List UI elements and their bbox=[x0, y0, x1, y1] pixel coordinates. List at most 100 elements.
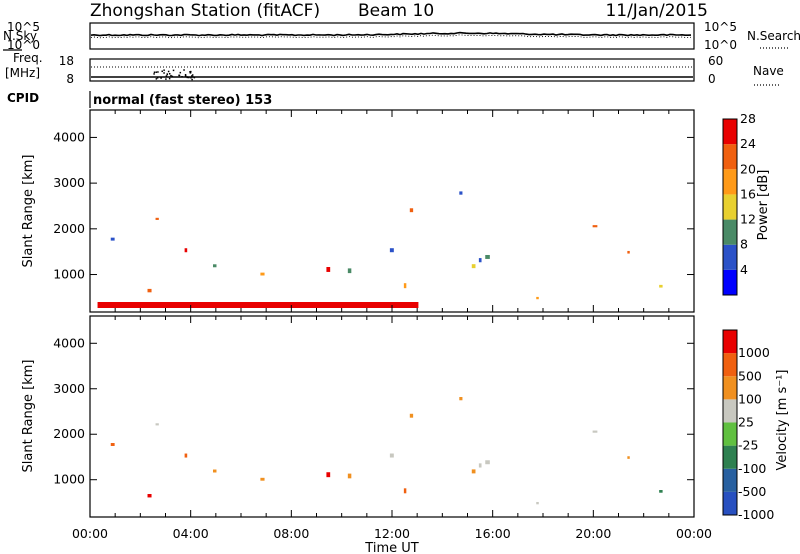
power-cell bbox=[256, 302, 259, 308]
power-cell bbox=[260, 272, 265, 276]
power-cell bbox=[361, 302, 365, 308]
power-cell bbox=[388, 302, 391, 308]
power-cell bbox=[659, 284, 663, 288]
power-cell bbox=[98, 302, 102, 308]
power-cell bbox=[352, 302, 356, 308]
power-cell bbox=[201, 302, 205, 308]
x-tick-label: 08:00 bbox=[273, 526, 309, 541]
power-cell bbox=[330, 302, 333, 308]
power-cell bbox=[242, 302, 245, 308]
power-cell bbox=[126, 302, 129, 308]
power-cell bbox=[380, 302, 384, 308]
power-cell bbox=[393, 302, 396, 308]
power-cell bbox=[194, 302, 197, 308]
power-cell bbox=[280, 302, 283, 308]
power-cell bbox=[316, 302, 319, 308]
power-cell bbox=[210, 302, 214, 308]
power-cell bbox=[345, 302, 348, 308]
power-cell bbox=[288, 302, 292, 308]
power-cell bbox=[403, 283, 407, 289]
power-cell bbox=[344, 302, 347, 308]
power-cell bbox=[105, 302, 108, 308]
power-cell bbox=[166, 302, 170, 308]
power-cell bbox=[360, 302, 364, 308]
velocity-cell bbox=[471, 469, 476, 474]
velocity-panel: 1000 2000 3000 4000 Slant Range [km] 1000 50… bbox=[21, 315, 790, 554]
power-cell bbox=[485, 254, 490, 259]
x-tick-label: 12:00 bbox=[374, 526, 410, 541]
power-cell bbox=[339, 302, 342, 308]
power-cell bbox=[412, 302, 415, 308]
velocity-cell bbox=[326, 472, 331, 478]
power-cell bbox=[120, 302, 123, 308]
power-cell bbox=[175, 302, 179, 308]
velocity-colorbar-label: Velocity [m s⁻¹] bbox=[775, 370, 790, 471]
power-cell bbox=[340, 302, 343, 308]
velocity-scatter bbox=[110, 397, 663, 505]
power-cell bbox=[142, 302, 146, 308]
colorbar-tick-label: 25 bbox=[738, 415, 754, 430]
power-cell bbox=[198, 302, 201, 308]
freq-tick-top: 18 bbox=[59, 54, 74, 68]
power-cell bbox=[262, 302, 265, 308]
power-cell bbox=[227, 302, 230, 308]
velocity-cell bbox=[260, 477, 265, 481]
power-cell bbox=[356, 302, 360, 308]
power-cell bbox=[112, 302, 116, 308]
power-cell bbox=[364, 302, 367, 308]
power-cell bbox=[354, 302, 357, 308]
power-cell bbox=[97, 302, 101, 308]
power-cell bbox=[224, 302, 228, 308]
freq-label: Freq. bbox=[13, 51, 43, 65]
colorbar-tick-label: -500 bbox=[738, 484, 766, 499]
nave-dip-dot bbox=[165, 75, 168, 77]
power-cell bbox=[209, 302, 213, 308]
power-cell bbox=[233, 302, 236, 308]
power-cell bbox=[365, 302, 369, 308]
power-cell bbox=[268, 302, 272, 308]
velocity-cell bbox=[147, 494, 152, 498]
power-cell bbox=[592, 225, 598, 228]
nave-dip-dot bbox=[183, 69, 185, 71]
power-cell bbox=[186, 302, 190, 308]
power-cell bbox=[180, 302, 184, 308]
power-cell bbox=[149, 302, 152, 308]
freq-tick-bottom: 8 bbox=[66, 72, 74, 86]
power-cell bbox=[368, 302, 371, 308]
power-cell bbox=[471, 264, 476, 269]
power-cell bbox=[374, 302, 377, 308]
power-cell bbox=[381, 302, 385, 308]
power-cell bbox=[179, 302, 182, 308]
power-cell bbox=[223, 302, 226, 308]
nave-dip-dot bbox=[153, 71, 156, 74]
station-title: Zhongshan Station (fitACF) bbox=[90, 1, 320, 21]
power-cell bbox=[321, 302, 325, 308]
power-cell bbox=[145, 302, 148, 308]
power-cell bbox=[190, 302, 194, 308]
power-cell bbox=[331, 302, 335, 308]
power-cell bbox=[311, 302, 314, 308]
nave-label: Nave bbox=[753, 64, 784, 78]
power-cell bbox=[164, 302, 167, 308]
colorbar-segment bbox=[723, 244, 737, 270]
nave-dip-dot bbox=[168, 72, 171, 75]
power-cell bbox=[147, 302, 151, 308]
nave-dip-dot bbox=[168, 77, 171, 80]
nave-dip-dot bbox=[190, 76, 192, 79]
power-cell bbox=[349, 302, 352, 308]
power-cell bbox=[157, 302, 161, 308]
power-cell bbox=[184, 248, 188, 253]
nave-dip-dot bbox=[190, 70, 192, 73]
power-cell bbox=[286, 302, 289, 308]
power-cell bbox=[327, 302, 331, 308]
cpid-label: CPID bbox=[7, 91, 39, 105]
nave-dip-dot bbox=[153, 73, 155, 75]
power-cell bbox=[282, 302, 286, 308]
y-tick-label: 3000 bbox=[53, 175, 85, 190]
power-cell bbox=[301, 302, 304, 308]
power-cell bbox=[277, 302, 280, 308]
velocity-cell bbox=[403, 488, 407, 494]
power-cell bbox=[332, 302, 336, 308]
power-cell bbox=[326, 267, 331, 272]
power-cell bbox=[273, 302, 277, 308]
